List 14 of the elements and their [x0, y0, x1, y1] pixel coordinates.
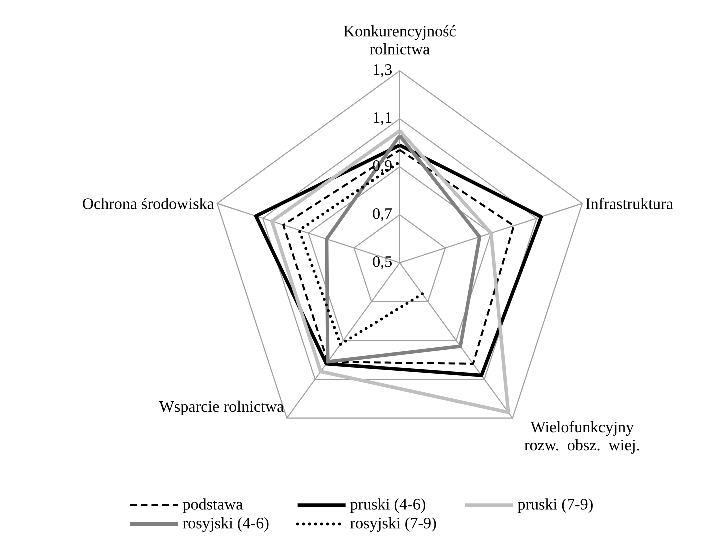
legend-label: rosyjski (4-6) — [183, 517, 269, 532]
legend-label: pruski (4-6) — [350, 498, 426, 514]
legend-label: pruski (7-9) — [518, 498, 593, 514]
spoke-label: Konkurencyjność rolnictwa — [344, 25, 456, 55]
legend-label: podstawa — [183, 498, 243, 514]
y-tick-label: 0,5 — [373, 256, 392, 270]
y-tick-label: 1,3 — [374, 64, 392, 78]
spoke-label: Wsparcie rolnictwa — [159, 400, 284, 416]
legend-label: rosyjski (7-9) — [350, 517, 436, 532]
y-tick-label: 1,1 — [374, 112, 392, 126]
spoke-label: Ochrona środowiska — [83, 198, 214, 210]
spoke-label: Infrastruktura — [586, 198, 674, 210]
y-tick-label: 0,7 — [373, 208, 392, 222]
spoke-label: Wielofunkcyjny rozw. obsz. wiej. — [524, 421, 640, 454]
